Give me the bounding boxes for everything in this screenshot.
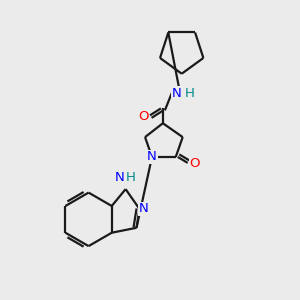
Text: H: H xyxy=(126,171,136,184)
Text: N: N xyxy=(139,202,148,215)
Text: N: N xyxy=(172,87,182,100)
Text: NH: NH xyxy=(116,170,135,183)
Text: O: O xyxy=(138,110,148,123)
Text: O: O xyxy=(189,158,200,170)
Text: N: N xyxy=(115,171,124,184)
Text: N: N xyxy=(147,150,157,164)
Text: H: H xyxy=(185,87,195,100)
